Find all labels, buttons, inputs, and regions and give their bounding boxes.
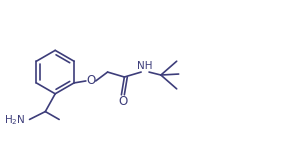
Text: H$_2$N: H$_2$N: [4, 114, 26, 127]
Text: NH: NH: [137, 61, 153, 71]
Text: O: O: [118, 95, 127, 108]
Text: O: O: [86, 74, 95, 87]
